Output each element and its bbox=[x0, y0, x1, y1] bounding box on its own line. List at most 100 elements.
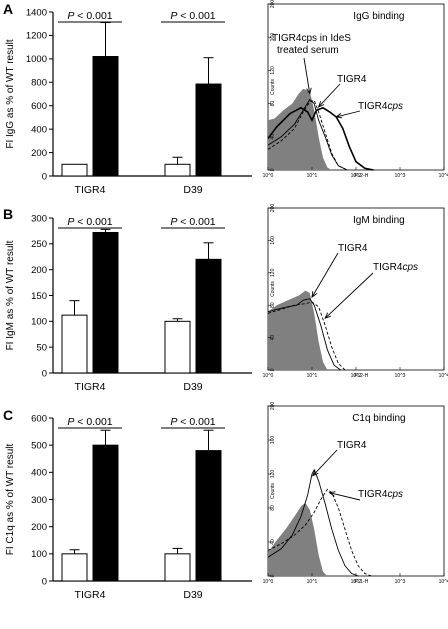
p-value-label: P < 0.001 bbox=[170, 216, 215, 228]
x-tick-label: 10^4 bbox=[439, 579, 448, 585]
arrow-head bbox=[324, 312, 331, 319]
category-label: D39 bbox=[183, 381, 202, 393]
histogram-title: IgG binding bbox=[353, 11, 404, 22]
p-value-label: P < 0.001 bbox=[170, 10, 215, 22]
y-tick-label: 0 bbox=[270, 368, 276, 371]
y-tick-label: 120 bbox=[270, 470, 276, 479]
y-tick-label: 0 bbox=[42, 368, 47, 379]
x-tick-label: 10^0 bbox=[263, 173, 274, 179]
panel-letter-a: A bbox=[3, 1, 13, 17]
histogram-curve bbox=[267, 301, 346, 371]
y-axis-title: FI IgM as % of WT result bbox=[5, 240, 16, 350]
y-tick-label: 1400 bbox=[26, 7, 47, 18]
bar bbox=[164, 320, 191, 374]
arrow-head bbox=[328, 491, 336, 497]
y-tick-label: 120 bbox=[270, 66, 276, 75]
y-tick-label: 40 bbox=[270, 335, 276, 341]
y-tick-label: 300 bbox=[31, 495, 47, 506]
y-tick-label: 0 bbox=[42, 171, 47, 182]
label-arrow bbox=[303, 57, 311, 94]
label-strain: TIGR4 bbox=[358, 101, 388, 112]
bar bbox=[92, 231, 119, 374]
y-tick-label: 200 bbox=[31, 148, 47, 159]
y-tick-label: 400 bbox=[31, 124, 47, 135]
x-tick-label: 10^2 bbox=[351, 373, 362, 379]
label-suffix: cps bbox=[387, 101, 403, 112]
histogram-title: IgM binding bbox=[353, 215, 405, 226]
histogram-c1q: 10^0 10^1 10^2 10^3 10^4 0 40 80 120 160 200 FL1-H C… bbox=[263, 402, 448, 585]
p-value-text: < 0.001 bbox=[74, 216, 112, 228]
y-tick-label: 150 bbox=[31, 291, 47, 302]
y-tick-label: 600 bbox=[31, 413, 47, 424]
histogram-curve bbox=[267, 106, 374, 171]
p-symbol: P bbox=[170, 416, 177, 428]
y-axis-title: FI C1q as % of WT result bbox=[5, 444, 16, 556]
label-strain: TIGR4 bbox=[358, 489, 388, 500]
y-tick-label: 200 bbox=[270, 0, 276, 8]
y-tick-label: 0 bbox=[42, 576, 47, 587]
label-arrow bbox=[311, 252, 339, 298]
x-axis-label: FL2-H bbox=[354, 173, 368, 179]
x-tick-label: 10^4 bbox=[439, 173, 448, 179]
y-tick-label: 80 bbox=[270, 505, 276, 511]
y-tick-label: 1000 bbox=[26, 54, 47, 65]
histogram-curve bbox=[267, 298, 341, 371]
x-axis-label: FL2-H bbox=[354, 373, 368, 379]
category-label: D39 bbox=[183, 589, 202, 601]
y-axis-label: Counts bbox=[270, 79, 276, 95]
y-tick-label: 100 bbox=[31, 549, 47, 560]
p-value-label: P < 0.001 bbox=[67, 216, 112, 228]
histogram-igg: 10^0 10^1 10^2 10^3 10^4 0 40 80 120 160 200 FL2-H C… bbox=[263, 0, 448, 179]
bar bbox=[195, 258, 222, 374]
bar bbox=[164, 163, 191, 177]
y-tick-label: 160 bbox=[270, 436, 276, 445]
y-tick-label: 200 bbox=[31, 522, 47, 533]
x-tick-label: 10^4 bbox=[439, 373, 448, 379]
bar bbox=[164, 553, 191, 582]
histogram-curve bbox=[267, 99, 348, 171]
histogram-curve bbox=[267, 488, 372, 577]
arrow-head bbox=[317, 101, 325, 108]
y-tick-label: 160 bbox=[270, 236, 276, 245]
y-tick-label: 50 bbox=[36, 342, 47, 353]
histogram-label: TIGR4 bbox=[338, 243, 368, 254]
x-tick-label: 10^2 bbox=[351, 579, 362, 585]
y-axis-label: Counts bbox=[270, 483, 276, 499]
p-value-text: < 0.001 bbox=[177, 416, 215, 428]
label-suffix: cps bbox=[387, 489, 403, 500]
x-tick-label: 10^1 bbox=[307, 173, 318, 179]
histogram-label: TIGR4cps in IdeS bbox=[272, 33, 351, 44]
x-tick-label: 10^1 bbox=[307, 579, 318, 585]
label-arrow bbox=[318, 83, 341, 108]
p-value-label: P < 0.001 bbox=[170, 416, 215, 428]
control-histogram bbox=[268, 502, 328, 576]
category-label: D39 bbox=[183, 184, 202, 196]
y-tick-label: 0 bbox=[270, 574, 276, 577]
bar bbox=[92, 444, 119, 582]
p-symbol: P bbox=[67, 10, 74, 22]
y-axis-title: FI IgG as % of WT result bbox=[5, 39, 16, 149]
p-value-text: < 0.001 bbox=[74, 416, 112, 428]
histogram-label: TIGR4cps bbox=[358, 101, 403, 112]
x-tick-label: 10^0 bbox=[263, 373, 274, 379]
bar-chart-c1q: FI C1q as % of WT result 0 100 200 300 400 500… bbox=[5, 413, 252, 601]
histogram-label: TIGR4 bbox=[337, 74, 367, 85]
bar bbox=[61, 553, 88, 582]
x-tick-label: 10^3 bbox=[395, 579, 406, 585]
histogram-label: TIGR4cps bbox=[373, 262, 418, 273]
arrow-head bbox=[312, 469, 319, 477]
y-tick-label: 40 bbox=[270, 539, 276, 545]
bar bbox=[61, 163, 88, 177]
y-tick-label: 600 bbox=[31, 101, 47, 112]
y-tick-label: 200 bbox=[270, 204, 276, 213]
panel-letter-b: B bbox=[3, 206, 13, 222]
category-label: TIGR4 bbox=[75, 589, 106, 601]
y-tick-label: 1200 bbox=[26, 31, 47, 42]
histogram-curve bbox=[267, 468, 359, 577]
p-symbol: P bbox=[170, 10, 177, 22]
histogram-curve bbox=[267, 98, 348, 171]
histogram-label: treated serum bbox=[277, 45, 339, 56]
x-tick-label: 10^1 bbox=[307, 373, 318, 379]
p-value-text: < 0.001 bbox=[177, 10, 215, 22]
